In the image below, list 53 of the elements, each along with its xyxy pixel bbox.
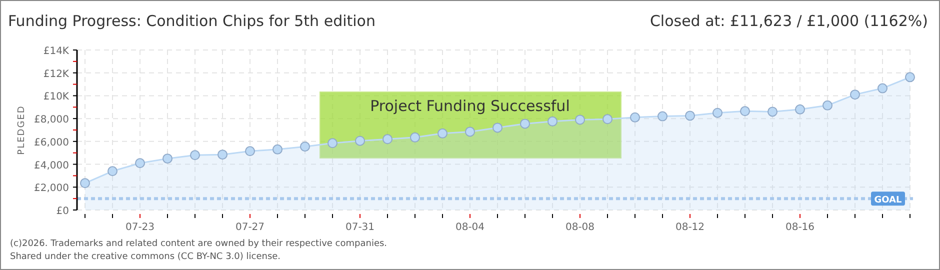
point [712,108,722,118]
text: Shared under the creative commons (CC BY-NC 3.0) license. [10,252,281,262]
point [382,134,392,144]
point [685,110,695,121]
y-tick-label: £12K [43,68,70,80]
y-tick-label: £6,000 [34,137,69,148]
annotation: Project Funding Successful [370,97,570,115]
y-tick-label: £0 [56,206,69,217]
chart-subtitle: Closed at: £11,623 / £1,000 (1162%) [650,12,928,30]
y-tick-label: £8,000 [34,114,69,126]
x-tick-label: 08-16 [785,222,815,233]
point [135,158,145,168]
point [905,72,915,82]
x-tick-label: 08-08 [565,222,595,233]
point [878,83,888,94]
point [575,114,585,125]
point [328,138,338,148]
y-tick-label: £14K [43,46,70,57]
x-tick-label: 08-12 [675,222,705,233]
point [162,154,172,164]
point [630,112,640,122]
x-tick-label: 07-23 [125,222,155,233]
point [438,128,448,138]
y-axis-title: PLEDGED [17,105,27,155]
point [658,111,668,122]
point [850,90,860,100]
point [795,104,805,114]
point [108,166,118,176]
text: (c)2026. Trademarks and related content are owned by their respective companies. [10,239,388,249]
point [740,106,750,116]
point [245,146,255,156]
point [602,114,612,124]
point [300,142,310,152]
point [190,150,200,160]
point [355,136,365,146]
point [218,150,228,160]
point [822,100,832,110]
point [768,106,778,117]
y-tick-label: £10K [43,92,70,103]
point [465,126,475,137]
chart-title: Funding Progress: Condition Chips for 5th edition [8,12,376,30]
point [520,118,530,129]
y-tick-label: £2,000 [34,183,69,194]
x-tick-label: 07-31 [345,222,375,233]
x-tick-label: 07-27 [235,222,265,233]
point [492,122,502,133]
y-tick-label: £4,000 [34,160,69,172]
point [80,178,90,188]
ref-line-label: GOAL [874,196,902,206]
point [410,132,420,142]
point [548,116,558,126]
point [272,144,282,154]
x-tick-label: 08-04 [455,222,485,233]
